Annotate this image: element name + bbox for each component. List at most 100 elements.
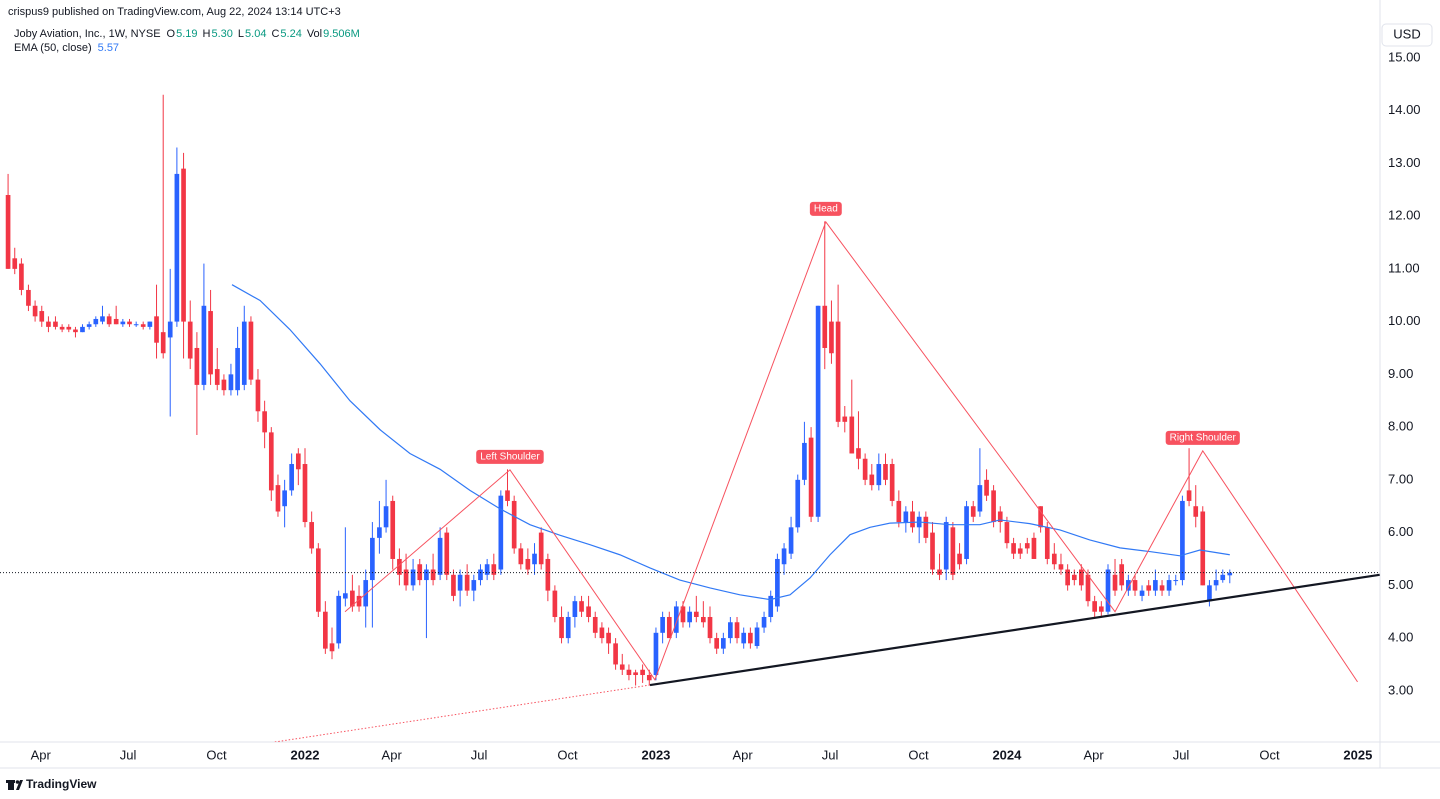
- y-tick-label: 4.00: [1388, 630, 1413, 645]
- candle-body: [160, 332, 166, 354]
- legend-value: 5.24: [280, 28, 301, 40]
- candle-body: [889, 464, 895, 501]
- y-tick-label: 15.00: [1388, 49, 1421, 64]
- candle-body: [444, 532, 450, 575]
- footer-brand: TradingView: [26, 777, 97, 791]
- candle-body: [984, 479, 989, 496]
- candle-body: [46, 321, 51, 327]
- candle-body: [187, 321, 193, 359]
- y-tick-label: 10.00: [1388, 313, 1421, 328]
- logo-part: [6, 780, 15, 783]
- candle-body: [1200, 511, 1206, 586]
- y-tick-label: 13.00: [1388, 155, 1421, 170]
- candle-body: [714, 638, 720, 649]
- x-tick-label: Jul: [471, 747, 488, 762]
- candle-body: [214, 369, 220, 385]
- candle-body: [32, 305, 38, 317]
- y-tick-label: 8.00: [1388, 419, 1413, 434]
- candle-body: [957, 553, 962, 565]
- candle-body: [181, 168, 186, 322]
- y-tick-label: 3.00: [1388, 682, 1413, 697]
- candle-body: [525, 558, 531, 570]
- candle-body: [599, 627, 605, 639]
- annotation-box: [809, 201, 842, 216]
- candle-body: [1132, 580, 1138, 591]
- candle-body: [302, 464, 308, 523]
- candle-body: [673, 606, 679, 633]
- candle-body: [410, 569, 416, 586]
- candle-body: [1153, 580, 1158, 591]
- candle-body: [1065, 569, 1070, 586]
- candle-body: [73, 329, 78, 333]
- x-tick-label: Jul: [1173, 747, 1190, 762]
- candle-body: [235, 347, 240, 391]
- x-tick-label: Oct: [908, 747, 929, 762]
- candle-body: [923, 516, 929, 538]
- candle-body: [937, 569, 942, 575]
- candle-body: [120, 321, 126, 325]
- candle-body: [977, 485, 983, 512]
- x-tick-label: 2022: [291, 747, 320, 762]
- candle-body: [815, 305, 821, 517]
- x-tick-label: 2023: [641, 747, 670, 762]
- candle-body: [39, 311, 45, 322]
- candle-body: [1193, 506, 1199, 517]
- candle-body: [417, 564, 423, 581]
- logo-part: [16, 780, 23, 790]
- candle-body: [896, 500, 902, 523]
- candle-body: [1112, 574, 1118, 591]
- candle-body: [457, 574, 463, 591]
- candle-body: [241, 321, 247, 385]
- candle-body: [876, 464, 882, 486]
- candle-body: [761, 616, 767, 628]
- candle-body: [991, 490, 996, 523]
- candle-body: [208, 311, 213, 375]
- candle-body: [768, 595, 774, 617]
- ema-name: EMA (50, close): [14, 42, 92, 54]
- x-tick-label: Apr: [1083, 747, 1104, 762]
- candle-body: [1058, 564, 1064, 570]
- candle-body: [565, 616, 571, 639]
- candle-body: [1119, 564, 1125, 586]
- x-tick-label: Apr: [31, 747, 52, 762]
- candle-body: [1031, 537, 1037, 559]
- candle-body: [748, 632, 753, 644]
- candle-body: [295, 453, 301, 470]
- candle-body: [370, 537, 375, 581]
- candle-body: [849, 416, 855, 454]
- legend-value: 5.30: [211, 28, 232, 40]
- candle-body: [478, 569, 483, 581]
- candle-body: [754, 627, 760, 646]
- candle-body: [336, 595, 342, 644]
- candle-body: [12, 258, 18, 269]
- candle-body: [741, 632, 747, 644]
- candle-body: [693, 611, 699, 617]
- candle-body: [1166, 580, 1172, 591]
- legend-title: Joby Aviation, Inc., 1W, NYSE: [14, 28, 161, 40]
- candle-body: [86, 324, 92, 327]
- candle-body: [660, 616, 665, 633]
- candle-body: [1071, 574, 1077, 581]
- logo-part: [15, 780, 20, 784]
- currency-box[interactable]: [1381, 23, 1433, 47]
- candle-body: [505, 490, 510, 501]
- annotation-label: Right Shoulder: [1170, 432, 1237, 443]
- candle-body: [255, 379, 261, 412]
- candle-body: [1139, 590, 1145, 596]
- x-tick-label: Oct: [557, 747, 578, 762]
- candle-body: [228, 374, 234, 391]
- candle-body: [943, 522, 949, 570]
- candle-body: [1098, 606, 1104, 612]
- x-tick-label: Oct: [1259, 747, 1280, 762]
- legend-value: 5.04: [245, 28, 266, 40]
- candle-body: [268, 432, 274, 491]
- candle-body: [1180, 500, 1185, 581]
- candle-body: [1213, 580, 1219, 586]
- y-tick-label: 14.00: [1388, 102, 1421, 117]
- candle-body: [1207, 585, 1212, 602]
- y-tick-label: 7.00: [1388, 471, 1413, 486]
- candle-body: [1159, 585, 1165, 591]
- candle-body: [437, 537, 443, 575]
- candle-body: [734, 622, 740, 639]
